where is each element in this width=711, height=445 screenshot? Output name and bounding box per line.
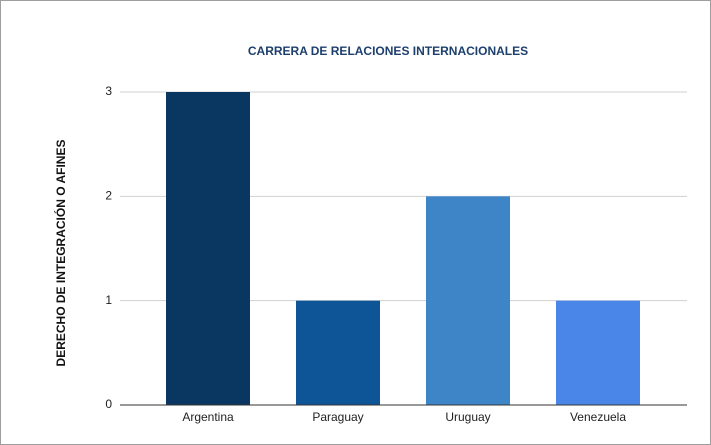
bar <box>296 300 380 405</box>
chart-title: CARRERA DE RELACIONES INTERNACIONALES <box>248 44 528 58</box>
x-tick-label: Uruguay <box>445 410 490 424</box>
y-tick-label: 0 <box>105 397 112 411</box>
y-axis-label: DERECHO DE INTEGRACIÓN O AFINES <box>53 140 68 367</box>
x-tick-label: Argentina <box>182 410 234 424</box>
y-tick-label: 3 <box>105 84 112 98</box>
bar <box>426 196 510 405</box>
bar <box>166 92 250 405</box>
x-tick-label: Paraguay <box>312 410 363 424</box>
x-tick-label: Venezuela <box>570 410 626 424</box>
y-tick-label: 1 <box>105 293 112 307</box>
y-tick-label: 2 <box>105 189 112 203</box>
bar <box>556 300 640 405</box>
